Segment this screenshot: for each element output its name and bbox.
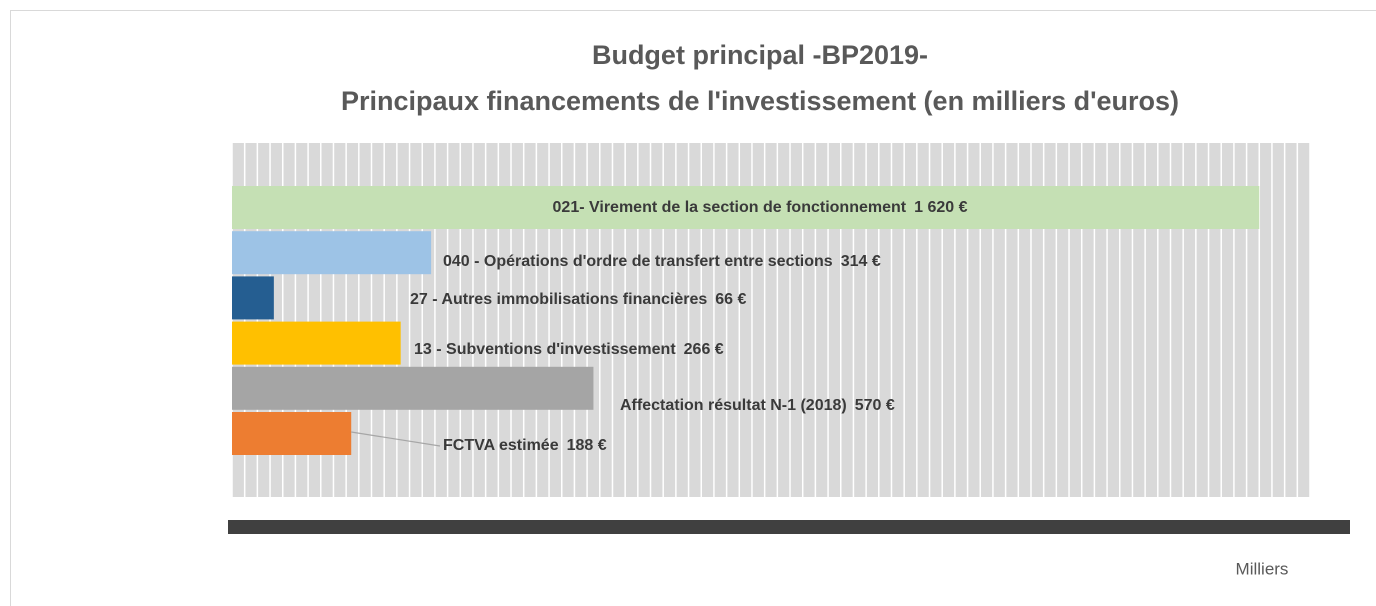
- bar: [232, 366, 594, 410]
- value-label: 570 €: [855, 397, 895, 414]
- data-label: 021- Virement de la section de fonctionn…: [553, 199, 968, 216]
- category-label: 27 - Autres immobilisations financières: [410, 291, 707, 308]
- x-axis-bar: [228, 520, 1350, 534]
- category-label: 040 - Opérations d'ordre de transfert en…: [443, 253, 833, 270]
- value-label: 1 620 €: [914, 199, 967, 216]
- value-label: 66 €: [715, 291, 746, 308]
- data-label: 040 - Opérations d'ordre de transfert en…: [443, 253, 881, 270]
- chart-title: Budget principal -BP2019-: [592, 40, 928, 70]
- x-axis-label: Milliers: [1236, 559, 1289, 578]
- value-label: 266 €: [684, 341, 724, 358]
- leader-line: [351, 431, 441, 447]
- category-label: FCTVA estimée: [443, 437, 559, 454]
- data-label: 13 - Subventions d'investissement 266 €: [414, 341, 724, 358]
- bar: [232, 412, 352, 455]
- bar: [232, 321, 401, 365]
- data-label: FCTVA estimée 188 €: [443, 437, 607, 454]
- data-label: Affectation résultat N-1 (2018) 570 €: [620, 397, 895, 414]
- data-label: 27 - Autres immobilisations financières 6…: [410, 291, 747, 308]
- value-label: 314 €: [841, 253, 881, 270]
- bar: [232, 231, 432, 275]
- bar: [232, 186, 1260, 229]
- value-label: 188 €: [567, 437, 607, 454]
- category-label: 021- Virement de la section de fonctionn…: [553, 199, 907, 216]
- bar: [232, 276, 274, 320]
- chart-subtitle: Principaux financements de l'investissem…: [341, 86, 1179, 116]
- category-label: Affectation résultat N-1 (2018): [620, 397, 847, 414]
- category-label: 13 - Subventions d'investissement: [414, 341, 676, 358]
